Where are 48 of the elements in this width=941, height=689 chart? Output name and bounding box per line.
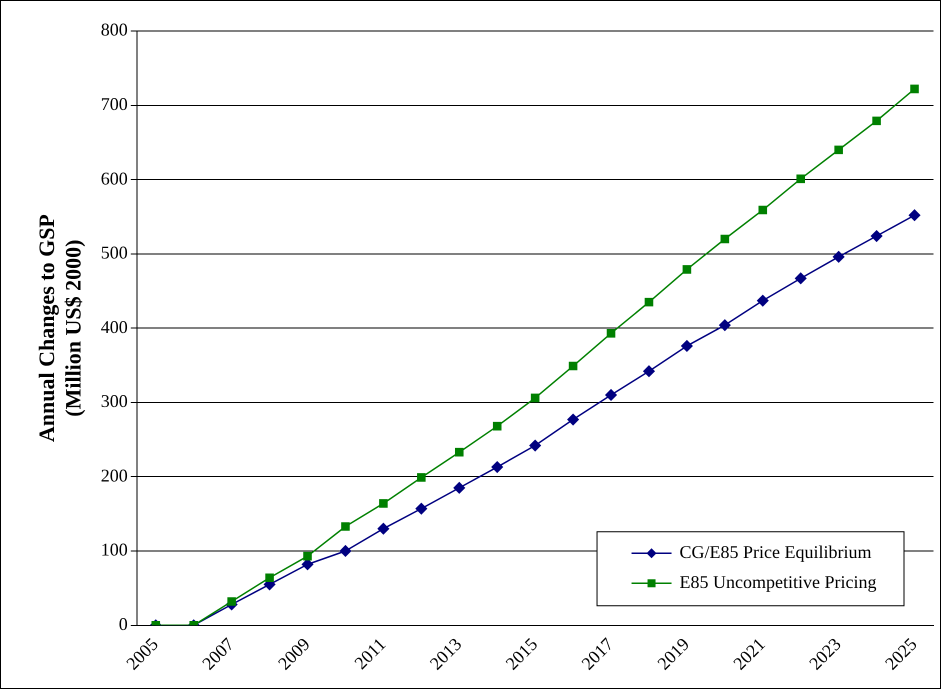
point: [340, 545, 352, 557]
point: [605, 389, 617, 401]
point: [834, 146, 843, 154]
y-tick-label: 400: [100, 316, 128, 337]
point: [491, 461, 503, 473]
y-tick-label: 0: [118, 614, 128, 634]
point: [870, 230, 882, 242]
y-tick-label: 700: [100, 94, 128, 114]
point: [910, 84, 919, 94]
point: [644, 298, 654, 306]
legend-label: CG/E85 Price Equilibrium: [680, 542, 872, 562]
y-tick-label: 500: [100, 242, 128, 263]
point: [341, 522, 350, 531]
y-tick-label: 300: [100, 391, 128, 412]
point: [758, 206, 768, 214]
point: [227, 597, 236, 606]
point: [682, 265, 692, 274]
point: [796, 174, 805, 184]
point: [757, 294, 769, 306]
point: [720, 234, 730, 244]
point: [832, 251, 844, 263]
legend-label: E85 Uncompetitive Pricing: [680, 572, 877, 592]
point: [416, 502, 428, 514]
point: [568, 362, 578, 370]
point: [681, 340, 693, 352]
y-tick-label: 600: [100, 168, 128, 188]
point: [265, 573, 274, 582]
point: [454, 448, 464, 456]
y-tick-label: 100: [100, 540, 128, 560]
point: [417, 473, 426, 482]
point: [643, 365, 655, 377]
point: [872, 116, 881, 126]
x-tick-label: 2011: [350, 634, 390, 674]
point: [908, 209, 920, 221]
point: [567, 414, 579, 426]
point: [492, 422, 502, 430]
y-axis-title: Annual Changes to GSP (Million US$ 2000): [34, 214, 86, 442]
point: [378, 522, 390, 534]
point: [794, 272, 806, 284]
point: [379, 499, 388, 508]
y-tick-label: 800: [100, 20, 128, 40]
point: [303, 552, 312, 560]
point: [719, 319, 731, 331]
point: [529, 440, 541, 452]
point: [454, 482, 466, 494]
y-tick-label: 200: [100, 465, 128, 486]
point: [606, 329, 616, 338]
point: [530, 394, 540, 402]
